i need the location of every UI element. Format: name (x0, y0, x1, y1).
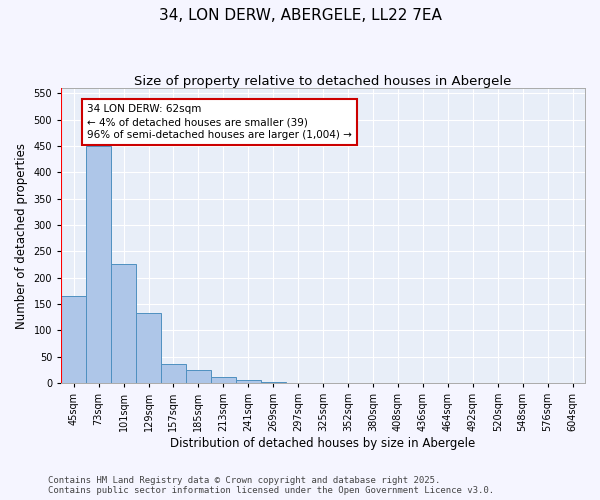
Text: Contains HM Land Registry data © Crown copyright and database right 2025.
Contai: Contains HM Land Registry data © Crown c… (48, 476, 494, 495)
Bar (111, 264, 136, 383)
Text: 34, LON DERW, ABERGELE, LL22 7EA: 34, LON DERW, ABERGELE, LL22 7EA (158, 8, 442, 22)
Bar (211, 377, 236, 383)
Bar (136, 313, 161, 383)
Y-axis label: Number of detached properties: Number of detached properties (15, 142, 28, 328)
Bar (186, 370, 211, 383)
Text: 34 LON DERW: 62sqm
← 4% of detached houses are smaller (39)
96% of semi-detached: 34 LON DERW: 62sqm ← 4% of detached hous… (88, 104, 352, 140)
Bar (86, 146, 111, 383)
Bar (161, 364, 186, 383)
Bar (286, 382, 311, 383)
Bar (236, 380, 261, 383)
Bar (311, 382, 335, 383)
Bar (261, 382, 286, 383)
Title: Size of property relative to detached houses in Abergele: Size of property relative to detached ho… (134, 75, 512, 88)
Bar (61, 296, 86, 383)
X-axis label: Distribution of detached houses by size in Abergele: Distribution of detached houses by size … (170, 437, 476, 450)
